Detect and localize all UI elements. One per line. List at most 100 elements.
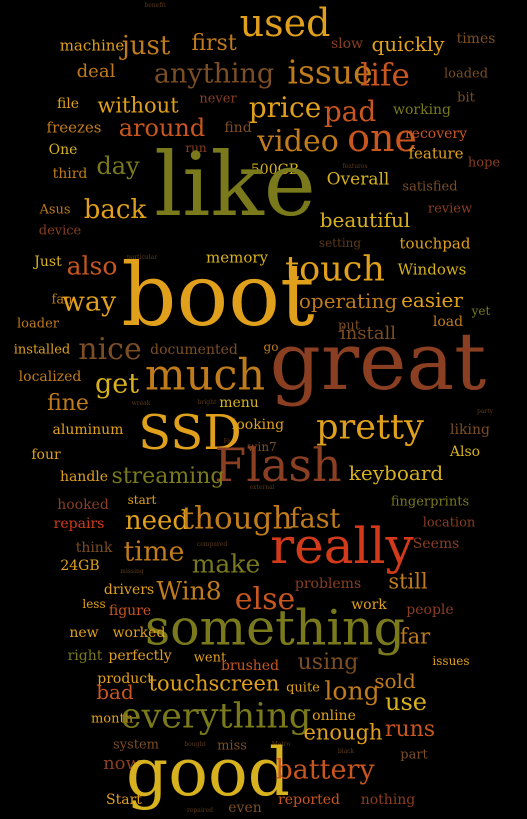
word-nothing: nothing (360, 792, 416, 808)
word-beautiful: beautiful (319, 208, 411, 232)
word-loaded: loaded (443, 66, 489, 82)
word-ssd: SSD (138, 405, 242, 461)
word-recovery: recovery (404, 126, 468, 142)
word-though: though (181, 500, 293, 537)
word-new: new (69, 625, 99, 641)
word-machine: machine (59, 36, 125, 55)
word-much: much (144, 350, 266, 401)
word-install: install (339, 323, 397, 344)
word-using: using (297, 650, 359, 675)
word-localized: localized (18, 369, 82, 385)
word-video: video (257, 124, 339, 159)
word-fingerprints: fingerprints (390, 494, 470, 510)
word-flash: Flash (214, 438, 342, 492)
word-without: without (97, 93, 179, 118)
word-features: features (342, 163, 368, 170)
word-boot: boot (121, 246, 315, 346)
word-fine: fine (47, 391, 89, 416)
word-seems: Seems (412, 536, 460, 552)
word-make: make (191, 549, 261, 579)
word-also: Also (449, 444, 481, 460)
word-back: back (83, 195, 147, 225)
word-far: far (399, 624, 431, 649)
word-people: people (406, 602, 454, 618)
word-win7: win7 (247, 440, 277, 454)
word-aluminum: aluminum (52, 422, 124, 438)
word-satisfied: satisfied (402, 179, 458, 195)
word-bit: bit (457, 90, 475, 106)
word-sold: sold (374, 669, 416, 693)
word-documented: documented (150, 342, 238, 358)
word-miss: miss (217, 738, 247, 754)
word-first: first (191, 31, 237, 56)
word-find: find (224, 120, 252, 136)
word-used: used (239, 1, 331, 45)
word-operating: operating (298, 289, 398, 313)
word-external: external (249, 484, 275, 491)
word-runs: runs (384, 717, 436, 742)
word-get: get (94, 368, 140, 400)
word-reported: reported (278, 792, 340, 808)
word-location: location (422, 515, 476, 531)
word-price: price (248, 91, 322, 124)
word-handle: handle (59, 469, 109, 485)
word-something: something (145, 599, 405, 657)
word-drivers: drivers (103, 582, 155, 598)
word-asus: Asus (39, 202, 71, 218)
word-looking: looking (231, 417, 285, 433)
word-worked: worked (112, 625, 166, 641)
word-memory: memory (206, 248, 268, 267)
word-keyboard: keyboard (348, 461, 444, 485)
word-time: time (123, 536, 185, 568)
word-work: work (351, 597, 387, 613)
word-run: run (185, 141, 207, 155)
word-perfectly: perfectly (108, 648, 172, 664)
word-long: long (324, 676, 380, 706)
word-battery: battery (275, 754, 375, 786)
word-product: product (97, 671, 153, 687)
word-never: never (199, 91, 237, 107)
word-touch: touch (285, 249, 385, 290)
word-just: Just (34, 254, 62, 270)
word-great: great (269, 315, 487, 408)
word-month: month (90, 711, 134, 727)
word-quite: quite (286, 680, 320, 696)
word-metro: Metro (271, 741, 291, 748)
word-less: less (82, 597, 106, 611)
word-start: Start (106, 792, 142, 808)
word-party: party (476, 408, 494, 415)
word-review: review (427, 201, 473, 217)
word-particular: particular (126, 254, 158, 261)
word-setting: setting (318, 236, 362, 250)
word-around: around (118, 114, 206, 142)
word-windows: Windows (397, 260, 467, 279)
word-quickly: quickly (371, 32, 445, 56)
word-part: part (400, 747, 428, 763)
word-four: four (31, 447, 61, 463)
word-500gb: 500GB (250, 162, 300, 178)
word-really: really (270, 517, 414, 575)
word-just: just (121, 31, 171, 61)
word-anything: anything (153, 58, 275, 90)
word-fast: Fast (223, 438, 237, 445)
word-start: start (127, 493, 157, 507)
word-think: think (75, 540, 113, 556)
word-way: way (61, 286, 117, 318)
word-one: One (48, 142, 78, 158)
word-fan: fan (51, 292, 73, 308)
word-pretty: pretty (316, 407, 424, 448)
word-working: working (392, 102, 452, 118)
word-file: file (56, 96, 80, 112)
word-compared: compared (196, 541, 228, 548)
word-life: life (360, 57, 410, 94)
word-put: put (338, 318, 360, 334)
word-touchscreen: touchscreen (148, 671, 280, 696)
word-liking: liking (450, 422, 490, 438)
word-missing: missing (120, 568, 144, 575)
word-easier: easier (401, 288, 463, 312)
word-installed: installed (13, 342, 71, 358)
word-nice: nice (78, 332, 142, 367)
word-menu: menu (219, 395, 259, 411)
word-pad: pad (323, 95, 377, 128)
